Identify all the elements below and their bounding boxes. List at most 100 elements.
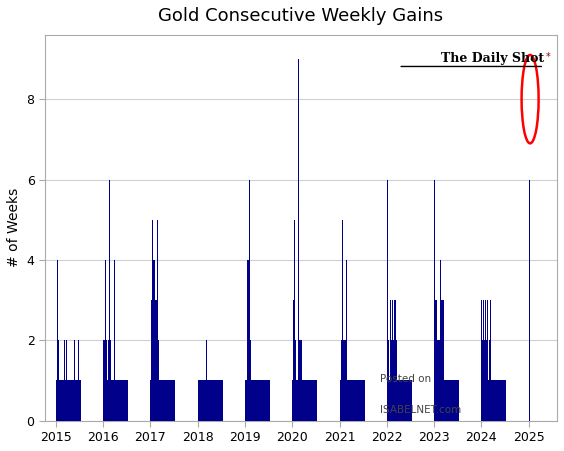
Bar [407, 381, 408, 421]
Bar [439, 340, 440, 421]
Bar [351, 381, 352, 421]
Bar [501, 381, 502, 421]
Bar [411, 381, 412, 421]
Bar [154, 260, 155, 421]
Bar [126, 381, 127, 421]
Bar [305, 381, 306, 421]
Bar [437, 340, 438, 421]
Bar [363, 381, 364, 421]
Bar [80, 381, 81, 421]
Bar [445, 381, 446, 421]
Bar [111, 381, 112, 421]
Bar [347, 381, 348, 421]
Text: Posted on: Posted on [380, 374, 431, 384]
Bar [293, 300, 294, 421]
Bar [114, 381, 115, 421]
Bar [494, 381, 495, 421]
Bar [160, 381, 161, 421]
Bar [165, 381, 166, 421]
Bar [245, 381, 246, 421]
Bar [117, 381, 118, 421]
Bar [493, 381, 494, 421]
Bar [443, 300, 444, 421]
Bar [345, 381, 346, 421]
Bar [456, 381, 457, 421]
Bar [250, 381, 251, 421]
Bar [160, 381, 161, 421]
Bar [301, 340, 302, 421]
Bar [354, 381, 355, 421]
Bar [435, 300, 436, 421]
Bar [215, 381, 217, 421]
Bar [356, 381, 357, 421]
Bar [263, 381, 264, 421]
Bar [169, 381, 170, 421]
Bar [499, 381, 500, 421]
Bar [67, 381, 68, 421]
Bar [201, 340, 202, 421]
Bar [77, 381, 78, 421]
Bar [490, 300, 491, 421]
Bar [312, 381, 313, 421]
Bar [360, 381, 361, 421]
Bar [104, 340, 105, 421]
Bar [452, 381, 453, 421]
Bar [208, 381, 209, 421]
Bar [255, 381, 256, 421]
Bar [453, 381, 455, 421]
Bar [486, 340, 487, 421]
Bar [362, 381, 363, 421]
Bar [204, 381, 205, 421]
Bar [154, 381, 155, 421]
Bar [260, 381, 261, 421]
Bar [108, 381, 109, 421]
Bar [261, 381, 262, 421]
Bar [173, 381, 174, 421]
Bar [441, 300, 442, 421]
Bar [211, 381, 212, 421]
Bar [123, 381, 124, 421]
Bar [530, 99, 531, 421]
Bar [75, 381, 76, 421]
Bar [395, 300, 396, 421]
Bar [63, 381, 64, 421]
Bar [310, 381, 311, 421]
Bar [404, 381, 405, 421]
Bar [73, 381, 74, 421]
Bar [358, 381, 359, 421]
Bar [350, 381, 351, 421]
Bar [198, 381, 199, 421]
Bar [62, 381, 63, 421]
Bar [119, 381, 120, 421]
Bar [340, 381, 341, 421]
Bar [172, 381, 173, 421]
Bar [387, 340, 388, 421]
Bar [105, 260, 106, 421]
Bar [361, 381, 362, 421]
Bar [410, 381, 411, 421]
Bar [389, 381, 390, 421]
Bar [111, 381, 112, 421]
Bar [315, 381, 316, 421]
Bar [363, 381, 364, 421]
Bar [124, 381, 125, 421]
Bar [264, 381, 265, 421]
Bar [152, 220, 153, 421]
Bar [247, 260, 248, 421]
Bar [246, 381, 247, 421]
Bar [298, 59, 299, 421]
Bar [161, 381, 162, 421]
Bar [254, 381, 255, 421]
Bar [65, 381, 66, 421]
Title: Gold Consecutive Weekly Gains: Gold Consecutive Weekly Gains [158, 7, 443, 25]
Bar [262, 381, 263, 421]
Bar [166, 381, 168, 421]
Bar [110, 340, 111, 421]
Bar [158, 340, 159, 421]
Bar [359, 381, 360, 421]
Bar [110, 381, 111, 421]
Bar [119, 381, 120, 421]
Bar [158, 381, 159, 421]
Bar [215, 381, 216, 421]
Bar [217, 381, 218, 421]
